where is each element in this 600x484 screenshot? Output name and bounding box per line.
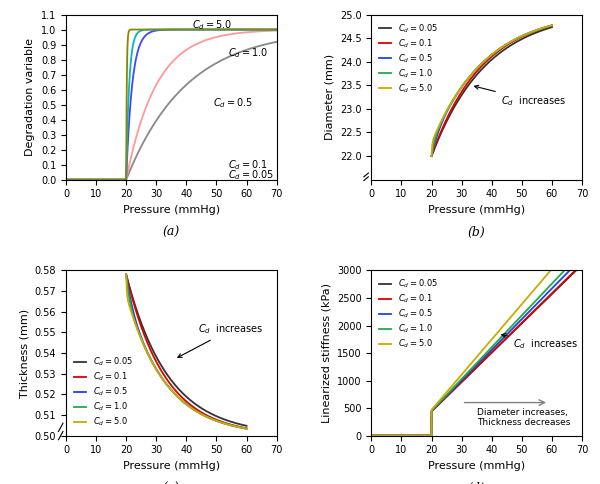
- Legend: $C_d = 0.05$, $C_d = 0.1$, $C_d = 0.5$, $C_d = 1.0$, $C_d = 5.0$: $C_d = 0.05$, $C_d = 0.1$, $C_d = 0.5$, …: [376, 274, 442, 354]
- Legend: $C_d = 0.05$, $C_d = 0.1$, $C_d = 0.5$, $C_d = 1.0$, $C_d = 5.0$: $C_d = 0.05$, $C_d = 0.1$, $C_d = 0.5$, …: [70, 352, 136, 431]
- X-axis label: Pressure (mmHg): Pressure (mmHg): [428, 205, 525, 215]
- X-axis label: Pressure (mmHg): Pressure (mmHg): [123, 461, 220, 471]
- Text: $C_d = 1.0$: $C_d = 1.0$: [229, 46, 269, 60]
- Text: $C_d$  increases: $C_d$ increases: [502, 333, 578, 351]
- X-axis label: Pressure (mmHg): Pressure (mmHg): [428, 461, 525, 471]
- Text: $C_d$  increases: $C_d$ increases: [475, 85, 566, 108]
- Text: (a): (a): [163, 226, 180, 239]
- Text: (b): (b): [468, 226, 485, 239]
- X-axis label: Pressure (mmHg): Pressure (mmHg): [123, 205, 220, 215]
- Text: $C_d = 5.0$: $C_d = 5.0$: [193, 18, 233, 32]
- Y-axis label: Linearized stiffness (kPa): Linearized stiffness (kPa): [322, 283, 331, 423]
- Text: $C_d$  increases: $C_d$ increases: [178, 322, 264, 357]
- Y-axis label: Degradation variable: Degradation variable: [25, 38, 35, 156]
- Legend: $C_d = 0.05$, $C_d = 0.1$, $C_d = 0.5$, $C_d = 1.0$, $C_d = 5.0$: $C_d = 0.05$, $C_d = 0.1$, $C_d = 0.5$, …: [376, 19, 442, 98]
- Text: (d): (d): [468, 482, 485, 484]
- Text: $C_d = 0.1$: $C_d = 0.1$: [229, 158, 268, 172]
- Text: $C_d = 0.05$: $C_d = 0.05$: [229, 168, 275, 182]
- Y-axis label: Thickness (mm): Thickness (mm): [19, 308, 29, 397]
- Text: $C_d = 0.5$: $C_d = 0.5$: [214, 96, 254, 110]
- Y-axis label: Diameter (mm): Diameter (mm): [325, 54, 334, 140]
- Text: (c): (c): [163, 482, 179, 484]
- Text: Diameter increases,
Thickness decreases: Diameter increases, Thickness decreases: [476, 408, 570, 427]
